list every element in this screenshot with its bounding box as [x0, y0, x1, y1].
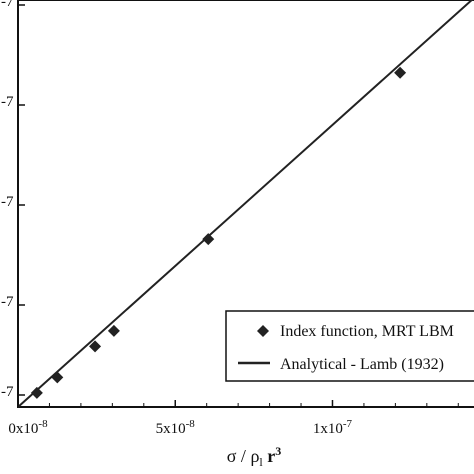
y-tick-label: -7 [1, 384, 14, 400]
legend-label-index-function: Index function, MRT LBM [280, 323, 454, 340]
data-point [30, 386, 43, 399]
legend: Index function, MRT LBM Analytical - Lamb… [225, 310, 474, 382]
chart-marks [17, 0, 474, 408]
legend-box [225, 310, 474, 382]
data-point [202, 233, 215, 246]
x-tick-label: 5x10-8 [156, 418, 196, 437]
plot-area [17, 0, 474, 408]
legend-marker-index-function [257, 325, 269, 337]
x-tick-label: 0x10-8 [8, 418, 48, 437]
x-tick-label: 1x10-7 [313, 418, 353, 437]
x-axis-title: σ / ρl r3 [227, 444, 282, 469]
data-point [394, 66, 407, 79]
data-point [89, 340, 102, 353]
data-point [107, 324, 120, 337]
y-tick-label: -7 [1, 294, 14, 310]
series-line-analytical [17, 0, 474, 408]
y-tick-label: -7 [1, 0, 14, 10]
legend-label-analytical: Analytical - Lamb (1932) [280, 356, 444, 373]
plot-frame [17, 0, 474, 408]
data-point [51, 371, 64, 384]
y-tick-label: -7 [1, 94, 14, 110]
y-tick-label: -7 [1, 194, 14, 210]
axes: 0x10-8 5x10-8 1x10-7 -7 -7 -7 -7 -7 [1, 0, 459, 437]
